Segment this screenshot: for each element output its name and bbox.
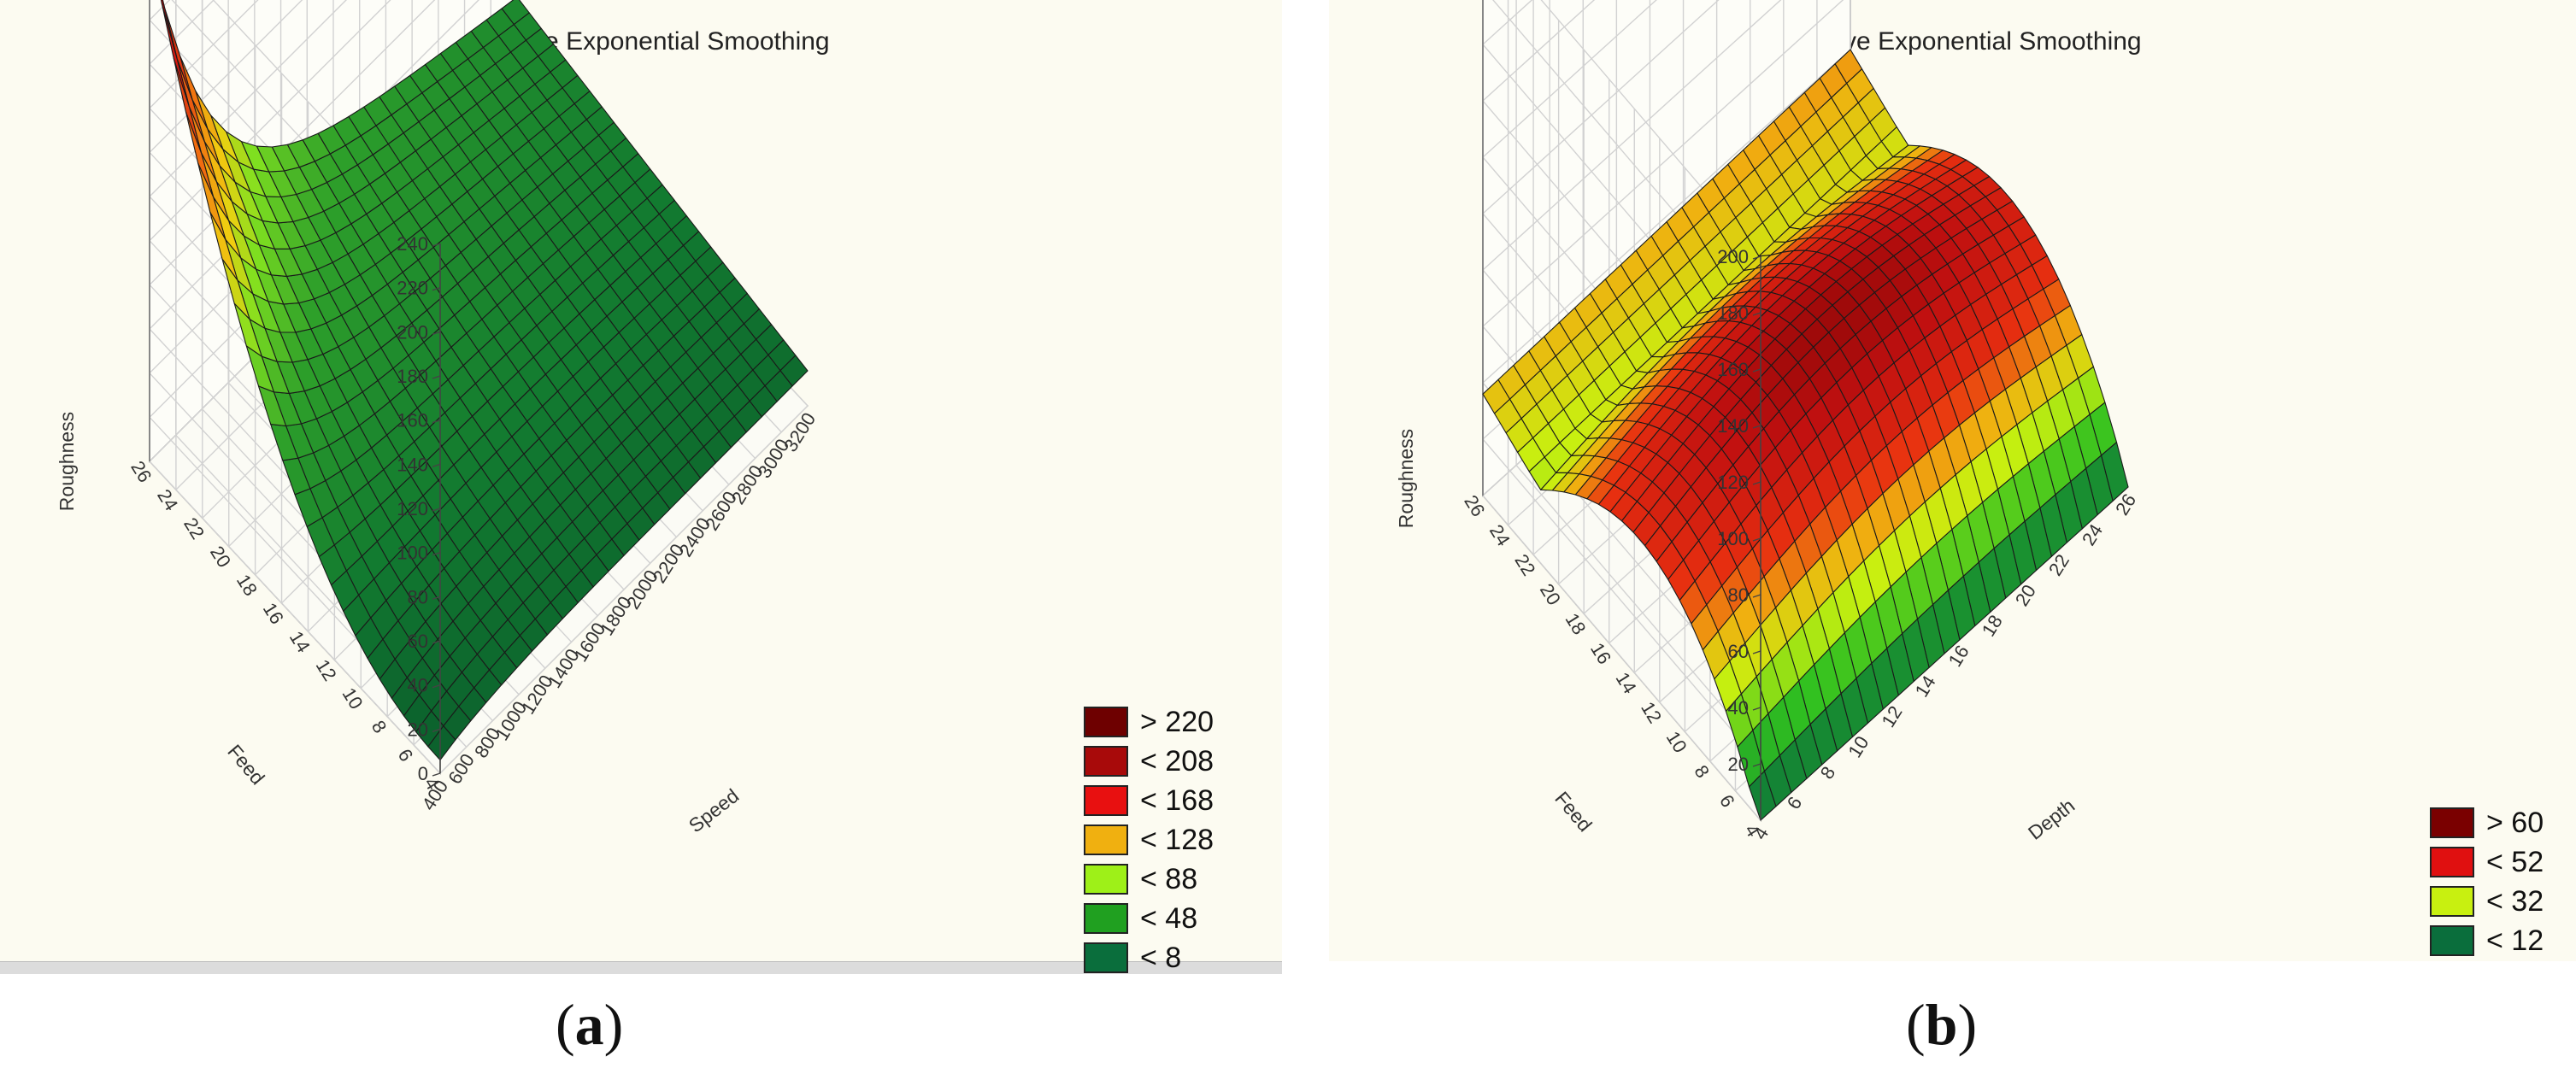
z-tick-label: 60 <box>408 631 428 652</box>
legend-label: < 32 <box>2486 884 2544 918</box>
legend-swatch <box>2430 847 2474 877</box>
legend-swatch <box>1084 707 1128 737</box>
z-tick-label: 40 <box>408 675 428 696</box>
legend-swatch <box>2430 807 2474 838</box>
legend-label: < 48 <box>1140 901 1198 935</box>
legend-item: < 128 <box>1084 820 1214 860</box>
x-axis-label: Depth <box>2024 795 2079 844</box>
legend-item: < 52 <box>2430 842 2544 882</box>
z-tick-label: 80 <box>408 586 428 607</box>
legend-label: > 220 <box>1140 705 1214 738</box>
z-tick-label: 40 <box>1728 697 1749 719</box>
legend-swatch <box>2430 925 2474 956</box>
legend-a: > 220 < 208 < 168 < 128 < 88 < 48 < 8 <box>1084 702 1214 977</box>
window-bottom-strip <box>0 961 1282 974</box>
y-tick-label: 6 <box>394 745 418 766</box>
legend-item: > 60 <box>2430 803 2544 842</box>
y-axis-label: Feed <box>223 740 269 789</box>
legend-label: < 8 <box>1140 941 1182 974</box>
legend-label: > 60 <box>2486 806 2544 839</box>
z-tick-label: 160 <box>1717 359 1749 380</box>
legend-label: < 168 <box>1140 783 1214 817</box>
legend-item: < 168 <box>1084 781 1214 820</box>
surface-plot-a: Roughness = Negative Exponential Smoothi… <box>56 0 830 836</box>
panel-label-b: (b) <box>1906 992 1978 1057</box>
z-tick-label: 240 <box>397 233 428 255</box>
z-tick-label: 200 <box>397 321 428 343</box>
x-tick-label: 6 <box>1783 793 1807 813</box>
legend-label: < 88 <box>1140 862 1198 895</box>
y-tick-label: 6 <box>1715 791 1739 812</box>
legend-item: < 88 <box>1084 860 1214 899</box>
legend-item: < 32 <box>2430 882 2544 921</box>
legend-swatch <box>1084 746 1128 777</box>
legend-item: < 8 <box>1084 938 1214 977</box>
legend-b: > 60 < 52 < 32 < 12 <box>2430 803 2544 960</box>
legend-swatch <box>1084 785 1128 816</box>
chart-panel-a: Roughness = Negative Exponential Smoothi… <box>0 0 1282 961</box>
z-tick-label: 180 <box>1717 302 1749 324</box>
legend-swatch <box>1084 903 1128 934</box>
surface-mesh-0 <box>160 0 809 761</box>
z-tick-label: 20 <box>1728 754 1749 775</box>
z-tick-label: 120 <box>1717 472 1749 493</box>
z-tick-label: 20 <box>408 719 428 740</box>
legend-item: < 12 <box>2430 921 2544 960</box>
x-axis-label: Speed <box>685 784 743 836</box>
legend-swatch <box>2430 886 2474 917</box>
surface-mesh-1 <box>1482 49 2129 821</box>
y-tick-label: 8 <box>1690 761 1714 782</box>
legend-item: < 48 <box>1084 899 1214 938</box>
legend-item: > 220 <box>1084 702 1214 742</box>
z-axis-label: Roughness <box>1395 429 1417 528</box>
panel-label-a: (a) <box>556 992 624 1057</box>
z-tick-label: 0 <box>418 763 428 784</box>
z-tick-label: 200 <box>1717 246 1749 267</box>
z-tick-label: 100 <box>397 543 428 564</box>
legend-item: < 208 <box>1084 742 1214 781</box>
z-tick-label: 100 <box>1717 528 1749 549</box>
y-tick-label: 8 <box>368 717 391 737</box>
legend-label: < 128 <box>1140 823 1214 856</box>
legend-label: < 52 <box>2486 845 2544 878</box>
z-tick-label: 60 <box>1728 641 1749 662</box>
z-tick-label: 80 <box>1728 584 1749 606</box>
z-tick-label: 120 <box>397 498 428 519</box>
legend-swatch <box>1084 864 1128 895</box>
legend-label: < 12 <box>2486 924 2544 957</box>
legend-label: < 208 <box>1140 744 1214 778</box>
surface-plot-b: Roughness = Negative Exponential Smoothi… <box>1395 0 2142 844</box>
z-axis-0: 0 20 40 60 80 100 120 140 160 180 200 220 240 Roughne… <box>56 233 441 784</box>
z-tick-label: 220 <box>397 278 428 299</box>
z-axis-label: Roughness <box>56 412 78 511</box>
z-tick-label: 140 <box>1717 415 1749 437</box>
legend-swatch <box>1084 942 1128 973</box>
z-tick-label: 180 <box>397 366 428 387</box>
z-tick-label: 140 <box>397 454 428 475</box>
chart-panel-b: Roughness = Negative Exponential Smoothi… <box>1329 0 2576 961</box>
legend-swatch <box>1084 824 1128 855</box>
y-axis-label: Feed <box>1550 787 1597 836</box>
z-tick-label: 160 <box>397 410 428 431</box>
z-axis-1: 20 40 60 80 100 120 140 160 180 200 Roughness <box>1395 246 1761 820</box>
x-tick-label: 8 <box>1816 762 1840 783</box>
